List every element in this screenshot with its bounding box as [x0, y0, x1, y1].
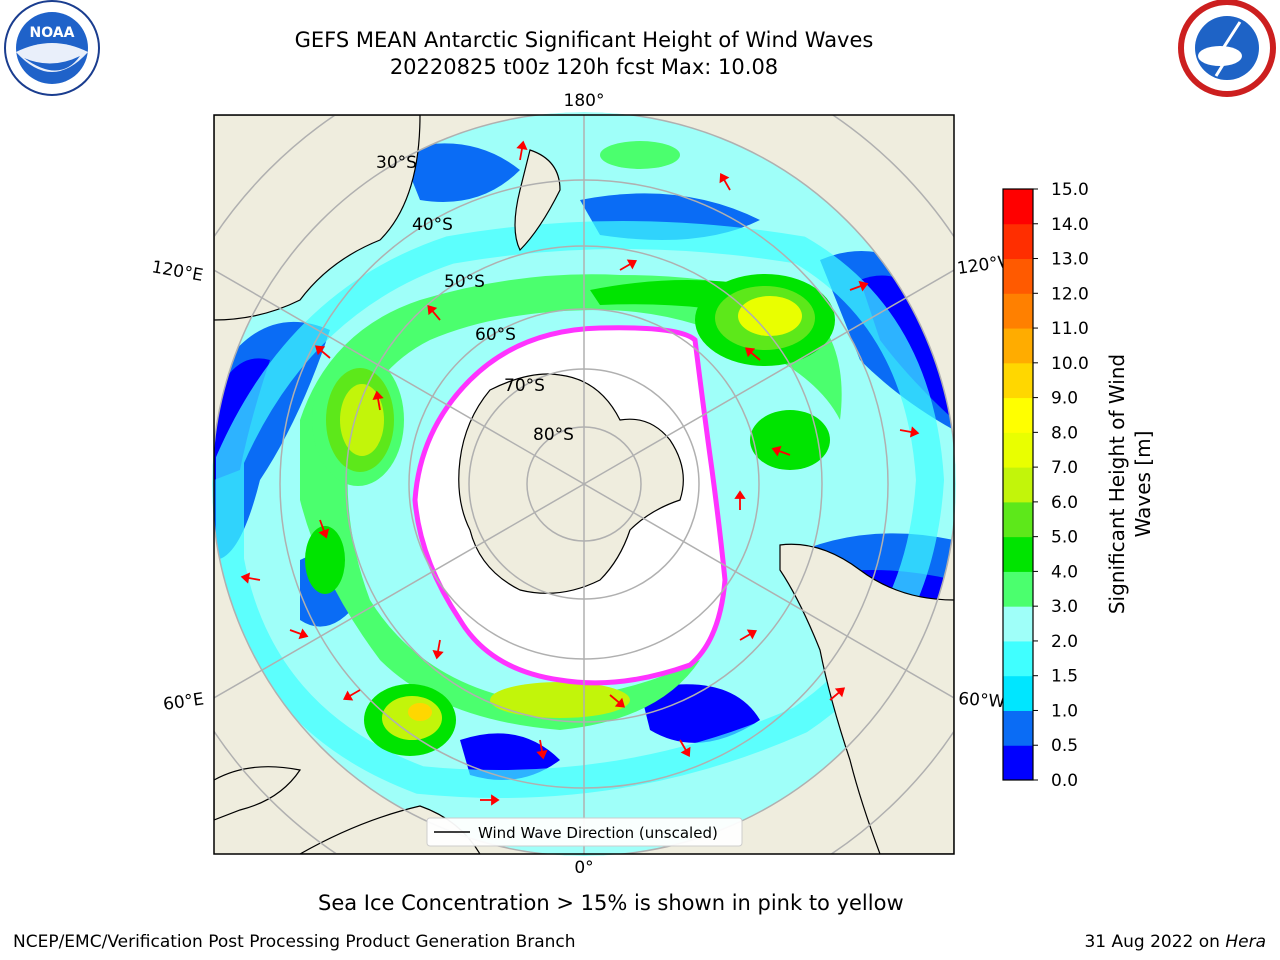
wave-arrow — [314, 345, 331, 359]
footer-host: Hera — [1225, 932, 1266, 952]
wave-arrow — [771, 445, 791, 457]
lat-label-50s: 50°S — [444, 272, 485, 292]
chart-title-line1: GEFS MEAN Antarctic Significant Height o… — [294, 28, 874, 52]
colorbar-label-line1: Significant Height of Wind — [1105, 354, 1129, 614]
colorbar-tick-label: 11.0 — [1051, 319, 1089, 339]
wave-arrow — [849, 280, 869, 292]
colorbar-band — [1003, 640, 1033, 677]
lon-label-0: 0° — [574, 858, 593, 878]
wave-arrow — [536, 739, 548, 760]
map-frame — [213, 114, 955, 855]
lat-label-80s: 80°S — [533, 425, 574, 445]
lat-label-40s: 40°S — [412, 215, 453, 235]
footer-date-text: 31 Aug 2022 on — [1084, 932, 1226, 952]
svg-text:NOAA: NOAA — [30, 25, 75, 41]
colorbar-band — [1003, 606, 1033, 642]
colorbar-tick-label: 7.0 — [1051, 458, 1078, 478]
colorbar-band — [1003, 467, 1033, 503]
wave-arrow — [829, 687, 846, 701]
colorbar-tick-label: 6.0 — [1051, 493, 1078, 513]
colorbar-tick-label: 9.0 — [1051, 389, 1078, 409]
noaa-logo-icon: NOAA — [4, 0, 100, 96]
colorbar-tick-label: 10.0 — [1051, 354, 1089, 374]
lat-label-30s: 30°S — [376, 153, 417, 173]
wave-arrow — [480, 794, 500, 806]
colorbar: 0.0 0.5 1.0 1.5 2.0 3.0 4.0 5.0 6.0 7.0 8.0 9.0 10.0… — [1002, 180, 1089, 791]
wave-arrow — [372, 390, 384, 411]
wave-arrow — [899, 426, 920, 438]
wave-arrow — [609, 694, 626, 708]
wind-wave-arrows — [240, 140, 920, 806]
wave-arrow — [427, 304, 441, 321]
antarctica-landmass — [458, 373, 684, 594]
wave-arrow — [289, 628, 309, 640]
map-legend: Wind Wave Direction (unscaled) — [426, 817, 743, 847]
colorbar-band — [1003, 536, 1033, 572]
colorbar-band — [1003, 189, 1033, 225]
colorbar-band — [1003, 432, 1033, 468]
wave-arrow — [318, 519, 330, 539]
wave-arrow — [619, 259, 637, 271]
wave-arrow — [432, 639, 444, 660]
lon-label-60e: 60°E — [162, 689, 205, 714]
legend-label: Wind Wave Direction (unscaled) — [478, 824, 718, 842]
wave-arrow — [679, 739, 691, 757]
wave-arrow — [719, 173, 731, 191]
wave-arrow — [744, 347, 761, 361]
colorbar-tick-label: 0.0 — [1051, 771, 1078, 791]
colorbar-band — [1003, 258, 1033, 294]
wave-arrow — [516, 140, 528, 161]
lat-label-70s: 70°S — [504, 376, 545, 396]
colorbar-tick-label: 0.5 — [1051, 736, 1078, 756]
lat-label-60s: 60°S — [475, 325, 516, 345]
colorbar-band — [1003, 328, 1033, 364]
sea-ice-caption: Sea Ice Concentration > 15% is shown in … — [318, 891, 904, 915]
colorbar-band — [1003, 710, 1033, 746]
colorbar-tick-label: 14.0 — [1051, 215, 1089, 235]
colorbar-tick-label: 1.5 — [1051, 667, 1078, 687]
colorbar-tick-label: 4.0 — [1051, 562, 1078, 582]
colorbar-tick-label: 8.0 — [1051, 423, 1078, 443]
colorbar-tick-label: 13.0 — [1051, 250, 1089, 270]
colorbar-band — [1003, 362, 1033, 399]
colorbar-band — [1003, 293, 1033, 329]
colorbar-tick-label: 12.0 — [1051, 284, 1089, 304]
colorbar-band — [1003, 501, 1033, 538]
lon-label-180: 180° — [564, 91, 605, 111]
graticule — [214, 115, 954, 854]
lon-label-120e: 120°E — [150, 257, 204, 286]
continents — [214, 115, 954, 854]
wave-arrow — [734, 490, 746, 510]
colorbar-tick-label: 5.0 — [1051, 528, 1078, 548]
wave-arrow — [240, 572, 261, 584]
colorbar-band — [1003, 397, 1033, 433]
colorbar-band — [1003, 223, 1033, 260]
wave-arrow — [343, 689, 361, 701]
colorbar-tick-label: 15.0 — [1051, 180, 1089, 200]
colorbar-tick-label: 3.0 — [1051, 597, 1078, 617]
colorbar-frame — [1002, 188, 1034, 781]
colorbar-band — [1003, 745, 1033, 781]
footer-date: 31 Aug 2022 on Hera — [1084, 932, 1266, 952]
lon-label-60w: 60°W — [958, 689, 1006, 712]
colorbar-label-line2: Waves [m] — [1131, 431, 1155, 538]
national-weather-service-logo-icon — [1178, 0, 1276, 97]
colorbar-tick-label: 2.0 — [1051, 632, 1078, 652]
colorbar-band — [1003, 571, 1033, 607]
chart-title-line2: 20220825 t00z 120h fcst Max: 10.08 — [389, 55, 779, 79]
wave-arrow — [739, 629, 757, 641]
footer-branch: NCEP/EMC/Verification Post Processing Pr… — [13, 932, 576, 952]
colorbar-tick-label: 1.0 — [1051, 701, 1078, 721]
colorbar-band — [1003, 675, 1033, 711]
